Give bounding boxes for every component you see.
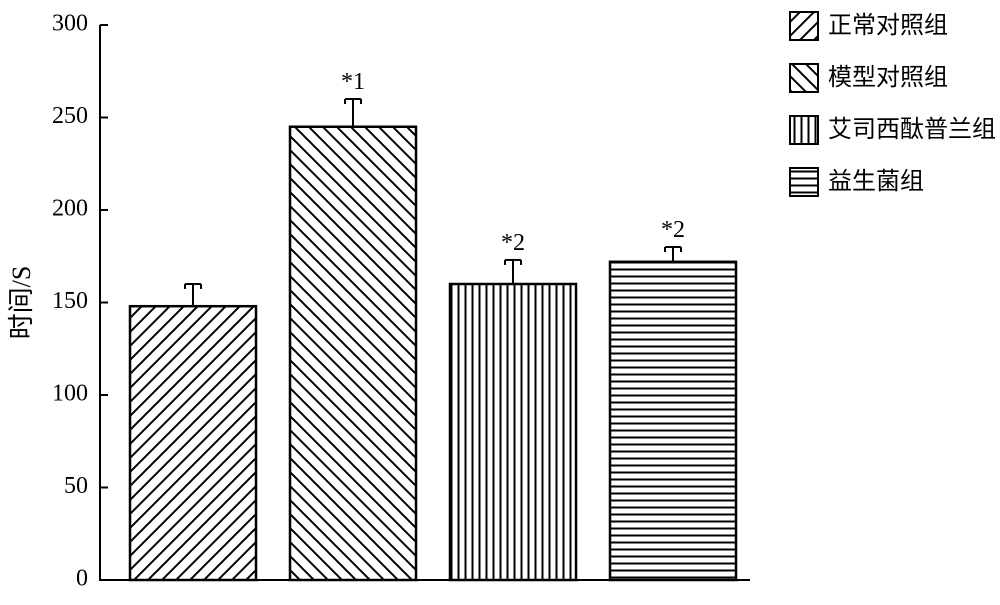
bar-model [290,127,416,580]
svg-text:150: 150 [52,288,88,314]
svg-text:200: 200 [52,196,88,222]
svg-text:0: 0 [76,566,88,592]
svg-text:250: 250 [52,103,88,129]
legend-swatch [790,116,818,144]
y-axis-label: 时间/S [7,266,36,340]
chart-svg: 0 50 100 150 200 250 300 时间/S *1 *2 *2 正常对照组模型对照组艾司… [0,0,1000,605]
legend-label: 模型对照组 [828,64,948,91]
legend-label: 艾司西酞普兰组 [828,116,996,143]
svg-text:300: 300 [52,11,88,37]
legend-swatch [790,168,818,196]
legend-label: 益生菌组 [828,168,924,195]
bar-escital [450,284,576,580]
svg-text:50: 50 [64,473,88,499]
sig-label: *2 [661,217,685,243]
bar-normal [130,306,256,580]
legend-swatch [790,12,818,40]
legend-swatch [790,64,818,92]
sig-label: *2 [501,230,525,256]
legend-label: 正常对照组 [828,12,948,39]
svg-text:100: 100 [52,381,88,407]
bar-probio [610,262,736,580]
sig-label: *1 [341,69,365,95]
bar-chart: 0 50 100 150 200 250 300 时间/S *1 *2 *2 正常对照组模型对照组艾司… [0,0,1000,605]
